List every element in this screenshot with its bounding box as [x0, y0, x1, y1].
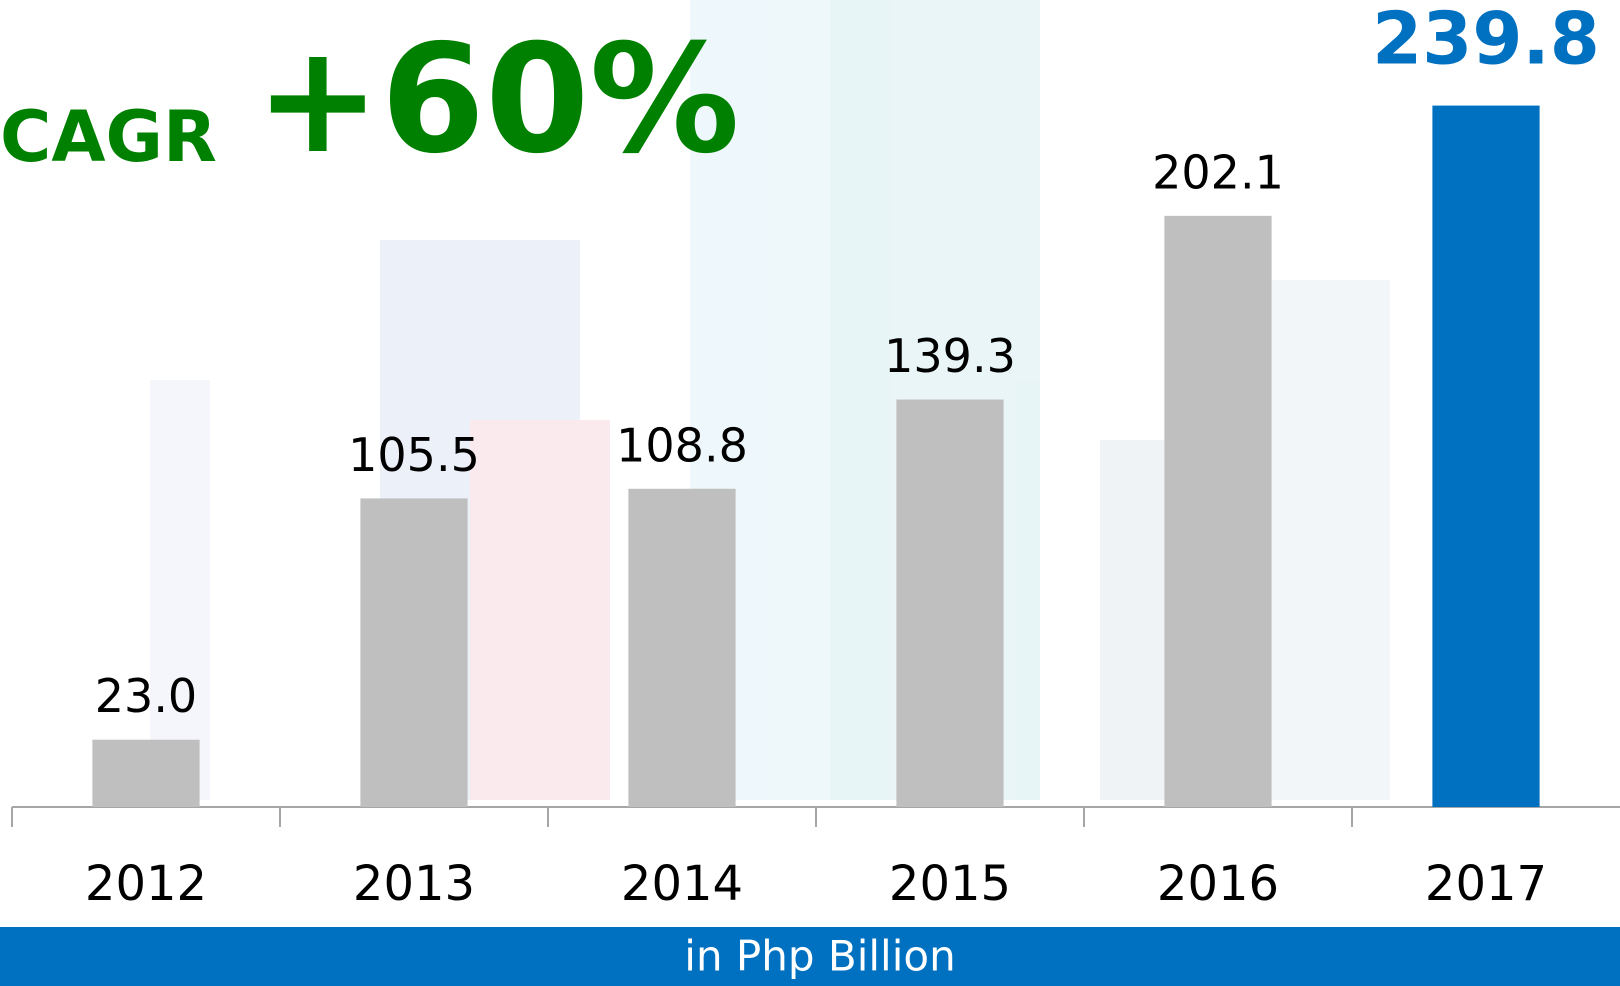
bar [1164, 215, 1272, 808]
x-tick-label: 2015 [889, 856, 1011, 912]
background-buildings [150, 0, 1390, 800]
value-label: 108.8 [616, 418, 748, 472]
bar [360, 498, 468, 807]
annotation-label: CAGR [0, 96, 217, 178]
value-label: 105.5 [348, 428, 480, 482]
unit-note: in Php Billion [684, 932, 955, 981]
footer-band [0, 927, 1620, 986]
bar [92, 739, 200, 807]
x-tick-label: 2014 [621, 856, 743, 912]
bar [628, 488, 736, 807]
value-label: 139.3 [884, 329, 1016, 383]
x-tick-label: 2013 [353, 856, 475, 912]
x-tick-label: 2017 [1425, 856, 1547, 912]
value-label: 202.1 [1152, 145, 1284, 199]
x-tick-label: 2012 [85, 856, 207, 912]
value-label: 23.0 [95, 669, 197, 723]
bar [1432, 105, 1540, 807]
value-label: 239.8 [1372, 0, 1600, 81]
bar [896, 399, 1004, 807]
x-tick-label: 2016 [1157, 856, 1279, 912]
annotation-value: +60% [255, 13, 740, 187]
